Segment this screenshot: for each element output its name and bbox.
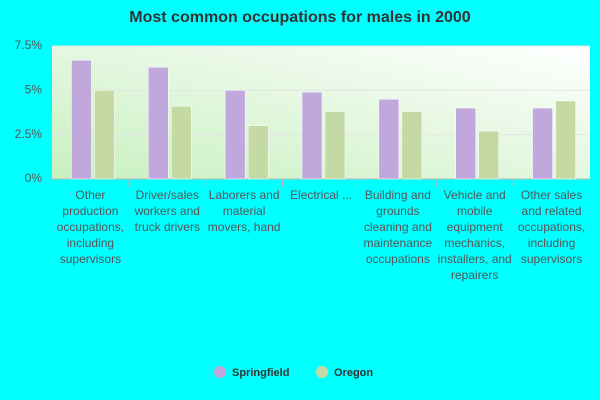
bar xyxy=(478,130,499,180)
bar xyxy=(224,90,246,180)
bar xyxy=(532,107,553,180)
chart-title: Most common occupations for males in 200… xyxy=(129,9,471,26)
legend-label: Oregon xyxy=(334,367,373,379)
bar xyxy=(455,107,476,180)
y-tick-label: 2.5% xyxy=(15,127,43,141)
x-tick-label: Building and grounds cleaning and mainte… xyxy=(363,188,433,266)
bar xyxy=(378,98,400,180)
legend-label: Springfield xyxy=(232,367,289,379)
bar xyxy=(301,91,323,180)
bar xyxy=(148,67,169,180)
bar xyxy=(71,59,92,180)
bar xyxy=(555,100,576,180)
legend-swatch xyxy=(214,366,226,378)
x-tick-label: Vehicle and mobile equipment mechanics, … xyxy=(437,188,512,282)
bar xyxy=(324,111,346,180)
y-tick-label: 0% xyxy=(25,171,43,185)
bar xyxy=(401,111,423,180)
bar xyxy=(247,125,269,180)
x-tick-label: Laborers and material movers, hand xyxy=(207,188,281,234)
bar xyxy=(171,106,192,180)
x-tick-label: Driver/sales workers and truck drivers xyxy=(134,188,200,234)
x-tick-label: Other production occupations, including … xyxy=(56,188,125,266)
x-tick-label: Electrical ... xyxy=(289,188,352,202)
x-tick-label: Other sales and related occupations, inc… xyxy=(517,188,586,266)
y-tick-label: 5% xyxy=(25,83,43,97)
y-tick-label: 7.5% xyxy=(15,38,43,52)
legend-swatch xyxy=(316,366,328,378)
bar xyxy=(94,90,115,180)
